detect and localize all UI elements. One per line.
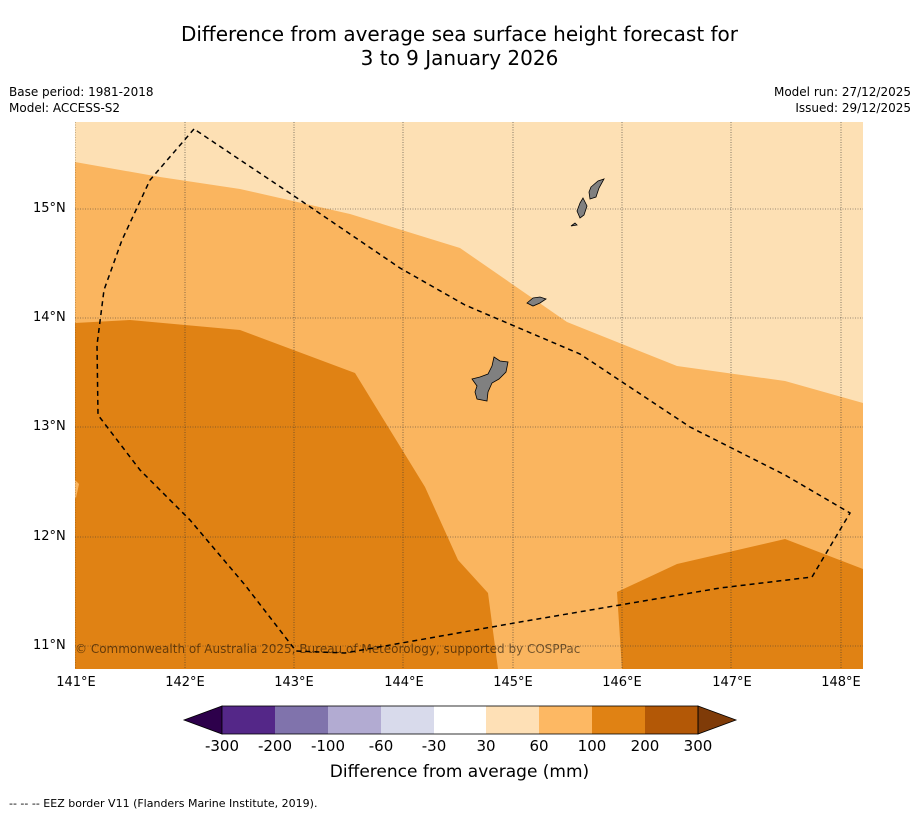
colorbar-arrow-low	[182, 705, 223, 735]
eez-border	[96, 128, 852, 654]
colorbar-title: Difference from average (mm)	[329, 762, 590, 782]
cb-tick-7: 60	[529, 737, 549, 755]
model-run: Model run: 27/12/2025	[773, 85, 911, 99]
map-area: © Commonwealth of Australia 2025, Bureau…	[75, 122, 863, 669]
issued-date: Issued: 29/12/2025	[795, 101, 911, 115]
lon-label-144e: 144°E	[384, 675, 424, 690]
colorbar-swatch-8	[592, 706, 645, 734]
meta-left: Base period: 1981-2018 Model: ACCESS-S2	[9, 84, 154, 116]
lon-label-141e: 141°E	[56, 675, 96, 690]
colorbar-swatch-1	[222, 706, 275, 734]
base-period: Base period: 1981-2018	[9, 85, 154, 99]
model-name: Model: ACCESS-S2	[9, 101, 121, 115]
lon-label-145e: 145°E	[493, 675, 533, 690]
title-line-1: Difference from average sea surface heig…	[180, 22, 739, 46]
island-aguijan	[570, 222, 578, 227]
lon-label-146e: 146°E	[602, 675, 642, 690]
lon-label-147e: 147°E	[712, 675, 752, 690]
colorbar-swatch-2	[275, 706, 328, 734]
copyright-text: © Commonwealth of Australia 2025, Bureau…	[75, 642, 580, 656]
cb-tick-1: -300	[204, 737, 240, 755]
lat-label-15n: 15°N	[33, 201, 66, 216]
meta-right: Model run: 27/12/2025 Issued: 29/12/2025	[774, 84, 911, 116]
lat-label-12n: 12°N	[33, 529, 66, 544]
island-tinian	[576, 197, 588, 219]
gridlines	[75, 122, 863, 669]
cb-tick-3: -100	[310, 737, 346, 755]
cb-tick-9: 200	[630, 737, 660, 755]
colorbar-swatch-6	[486, 706, 539, 734]
lon-label-148e: 148°E	[821, 675, 861, 690]
cb-tick-2: -200	[257, 737, 293, 755]
lon-label-142e: 142°E	[165, 675, 205, 690]
island-guam	[471, 356, 509, 402]
chart-title: Difference from average sea surface heig…	[0, 22, 919, 70]
lat-label-13n: 13°N	[33, 419, 66, 434]
eez-legend: -- -- -- EEZ border V11 (Flanders Marine…	[9, 797, 318, 810]
lat-label-11n: 11°N	[33, 638, 66, 653]
colorbar-swatch-7	[539, 706, 592, 734]
lon-label-143e: 143°E	[274, 675, 314, 690]
lat-label-14n: 14°N	[33, 310, 66, 325]
colorbar-swatch-9	[645, 706, 698, 734]
colorbar-swatch-3	[328, 706, 381, 734]
cb-tick-10: 300	[683, 737, 713, 755]
colorbar-arrow-high	[697, 705, 738, 735]
island-saipan	[588, 178, 605, 200]
left-edge-notch	[75, 480, 79, 498]
band-100-200-east	[617, 539, 863, 669]
islands	[471, 178, 605, 402]
cb-tick-4: -60	[368, 737, 394, 755]
title-line-2: 3 to 9 January 2026	[360, 46, 559, 70]
cb-tick-8: 100	[577, 737, 607, 755]
colorbar-swatch-4	[381, 706, 434, 734]
island-rota	[526, 296, 547, 307]
cb-tick-5: -30	[421, 737, 447, 755]
colorbar-swatch-5	[434, 706, 486, 734]
cb-tick-6: 30	[476, 737, 496, 755]
band-100-200-west	[75, 320, 498, 669]
colorbar-outline	[221, 705, 699, 735]
